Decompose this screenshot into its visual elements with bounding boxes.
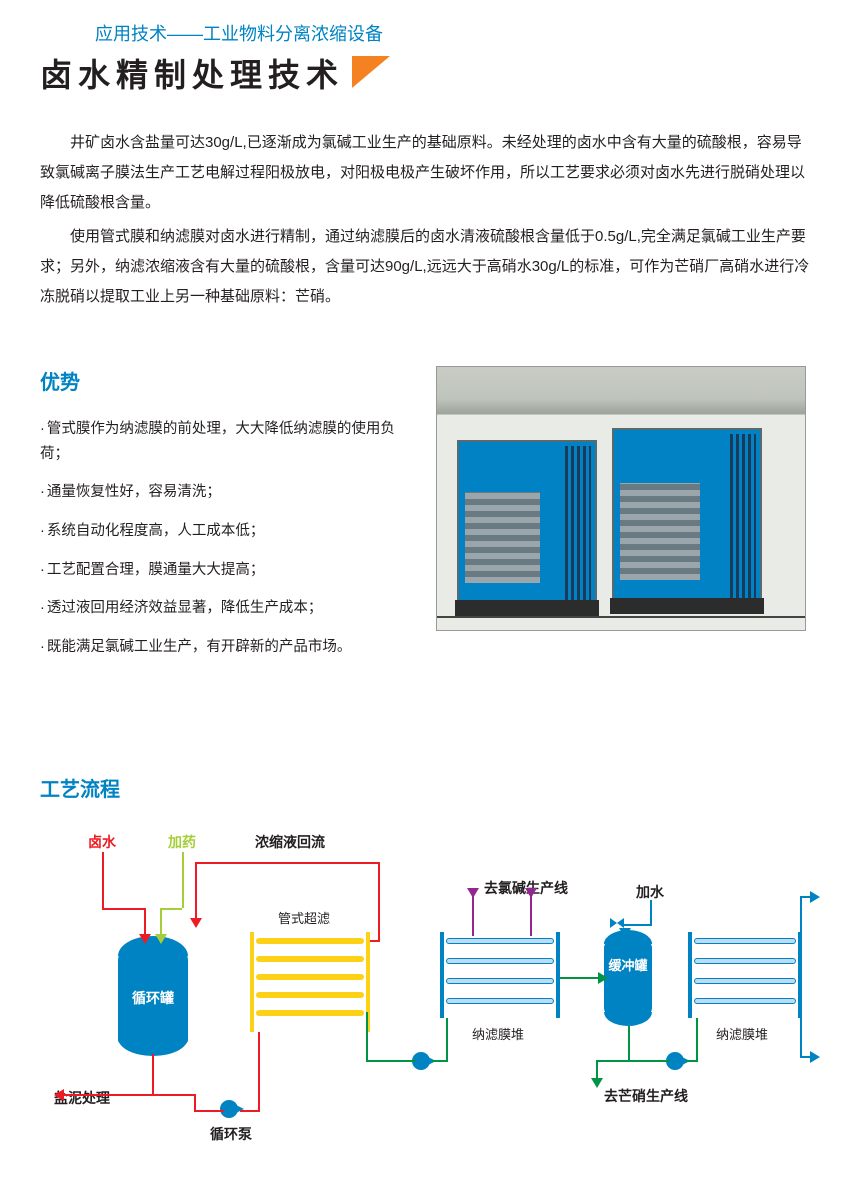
label-brine: 卤水 — [88, 832, 116, 852]
valve-icon — [610, 918, 624, 928]
process-heading: 工艺流程 — [40, 773, 810, 802]
flowline — [258, 1032, 260, 1110]
flowline — [800, 896, 802, 936]
flowline — [62, 1094, 152, 1096]
flowline — [182, 852, 184, 908]
buffer-tank-label: 缓冲罐 — [604, 958, 652, 974]
advantages-column: 优势 管式膜作为纳滤膜的前处理，大大降低纳滤膜的使用负荷； 通量恢复性好，容易清… — [40, 366, 410, 673]
arrow-icon — [591, 1078, 603, 1088]
arrow-icon — [190, 918, 202, 928]
flowline — [650, 900, 652, 926]
title-triangle-icon — [352, 56, 390, 88]
title-row: 卤水精制处理技术 — [40, 50, 810, 96]
process-section: 工艺流程 卤水 加药 浓缩液回流 去氯碱生产线 加水 循环罐 管式超滤 纳滤膜堆 — [40, 773, 810, 1152]
arrow-icon — [155, 934, 167, 944]
flowline — [800, 1018, 802, 1058]
flowline — [370, 940, 380, 942]
flowline — [366, 1012, 368, 1062]
page-subtitle: 应用技术——工业物料分离浓缩设备 — [95, 20, 810, 46]
flowline — [446, 1018, 448, 1060]
flowline — [366, 1060, 416, 1062]
flowline — [378, 862, 380, 940]
arrow-icon — [467, 888, 479, 898]
arrow-icon — [598, 972, 608, 984]
flowline — [596, 1060, 630, 1062]
process-flowchart: 卤水 加药 浓缩液回流 去氯碱生产线 加水 循环罐 管式超滤 纳滤膜堆 — [40, 832, 810, 1152]
nf-stack-2 — [688, 932, 802, 1018]
equipment-photo-box — [436, 366, 806, 631]
circulation-tank: 循环罐 — [118, 950, 188, 1044]
machine-illustration — [457, 440, 597, 610]
flowline — [628, 1060, 670, 1062]
flowline — [194, 1094, 196, 1110]
advantage-item: 系统自动化程度高，人工成本低； — [40, 519, 410, 544]
advantage-item: 透过液回用经济效益显著，降低生产成本； — [40, 596, 410, 621]
flowline — [195, 862, 197, 924]
advantages-heading: 优势 — [40, 366, 410, 395]
advantages-list: 管式膜作为纳滤膜的前处理，大大降低纳滤膜的使用负荷； 通量恢复性好，容易清洗； … — [40, 417, 410, 659]
label-concentrate-return: 浓缩液回流 — [255, 832, 325, 852]
flowline — [432, 1060, 448, 1062]
label-dosing: 加药 — [168, 832, 196, 852]
label-nf-stack-1: 纳滤膜堆 — [472, 1024, 524, 1043]
arrow-icon — [139, 934, 151, 944]
flowline — [472, 896, 474, 936]
flowline — [240, 1110, 260, 1112]
flowline — [102, 908, 144, 910]
intro-text: 井矿卤水含盐量可达30g/L,已逐渐成为氯碱工业生产的基础原料。未经处理的卤水中… — [40, 128, 810, 312]
advantage-item: 管式膜作为纳滤膜的前处理，大大降低纳滤膜的使用负荷； — [40, 417, 410, 466]
arrow-icon — [54, 1089, 64, 1101]
flowline — [696, 1018, 698, 1060]
arrow-icon — [525, 888, 537, 898]
flowline — [194, 1110, 224, 1112]
flowline — [628, 1026, 630, 1062]
flowline — [152, 1094, 194, 1096]
label-to-mirabilite: 去芒硝生产线 — [604, 1086, 688, 1106]
page-title: 卤水精制处理技术 — [40, 50, 344, 96]
flowline — [152, 1054, 154, 1094]
label-tubular-uf: 管式超滤 — [278, 908, 330, 927]
label-add-water: 加水 — [636, 882, 664, 902]
arrow-icon — [619, 928, 631, 938]
equipment-photo — [436, 366, 810, 673]
circulation-pump-icon — [220, 1100, 238, 1118]
label-circ-pump: 循环泵 — [210, 1124, 252, 1144]
flowline — [195, 862, 380, 864]
advantage-item: 工艺配置合理，膜通量大大提高； — [40, 558, 410, 583]
flowline — [686, 1060, 698, 1062]
label-nf-stack-2: 纳滤膜堆 — [716, 1024, 768, 1043]
intro-paragraph-1: 井矿卤水含盐量可达30g/L,已逐渐成为氯碱工业生产的基础原料。未经处理的卤水中… — [40, 128, 810, 218]
flowline — [102, 852, 104, 908]
flowline — [160, 908, 182, 910]
advantage-item: 既能满足氯碱工业生产，有开辟新的产品市场。 — [40, 635, 410, 660]
intro-paragraph-2: 使用管式膜和纳滤膜对卤水进行精制，通过纳滤膜后的卤水清液硫酸根含量低于0.5g/… — [40, 222, 810, 312]
machine-illustration — [612, 428, 762, 608]
circulation-tank-label: 循环罐 — [118, 988, 188, 1008]
flowline — [530, 896, 532, 936]
advantage-item: 通量恢复性好，容易清洗； — [40, 480, 410, 505]
advantages-section: 优势 管式膜作为纳滤膜的前处理，大大降低纳滤膜的使用负荷； 通量恢复性好，容易清… — [40, 366, 810, 673]
flowline — [624, 924, 650, 926]
arrow-icon — [810, 891, 820, 903]
nf-stack-1 — [440, 932, 560, 1018]
tubular-uf-stack — [250, 932, 370, 1032]
buffer-tank: 缓冲罐 — [604, 940, 652, 1016]
arrow-icon — [810, 1051, 820, 1063]
